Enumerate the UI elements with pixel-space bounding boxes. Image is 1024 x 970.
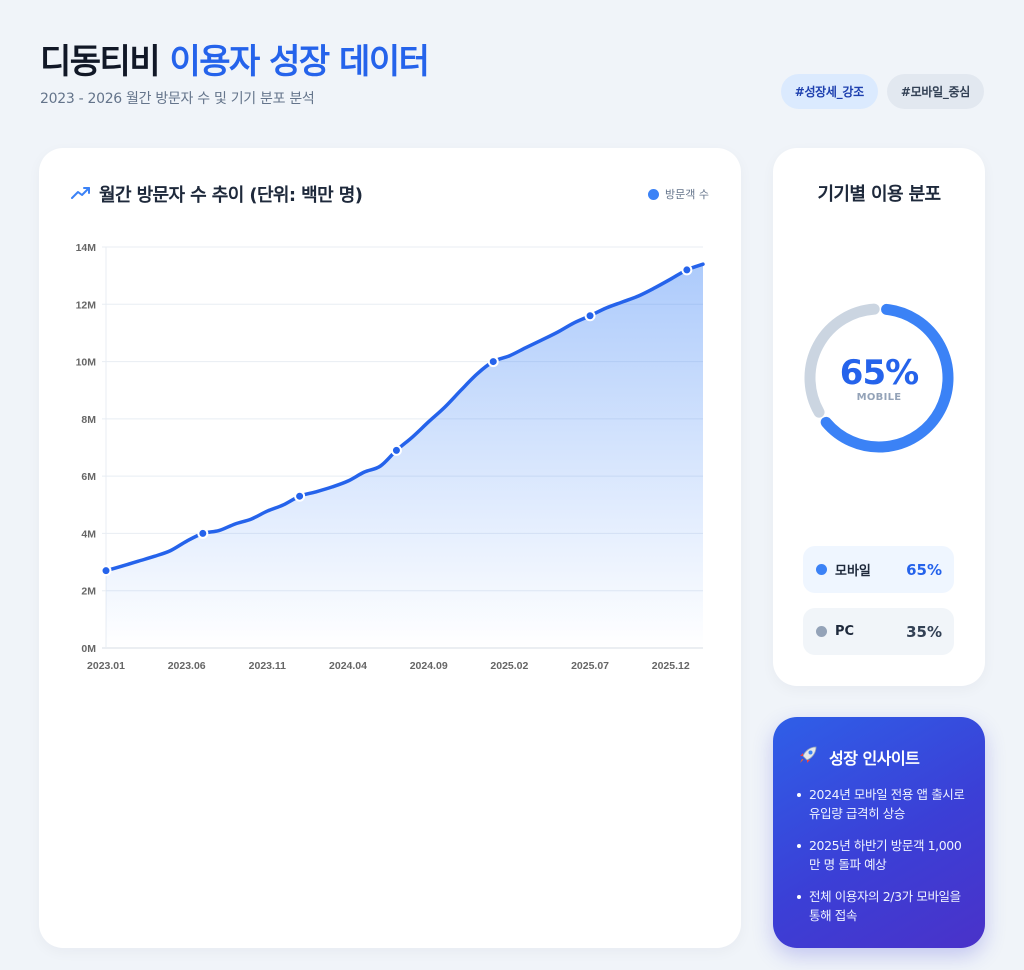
trending-up-icon <box>71 184 91 205</box>
y-tick-label: 10M <box>76 357 97 369</box>
pc-dot-icon <box>816 626 827 637</box>
insight-item: 2025년 하반기 방문객 1,000만 명 돌파 예상 <box>795 836 967 874</box>
donut-segment-mobile[interactable] <box>820 303 954 453</box>
x-tick-label: 2024.09 <box>410 660 448 672</box>
page-subtitle: 2023 - 2026 월간 방문자 수 및 기기 분포 분석 <box>40 91 315 107</box>
chart-title-text: 월간 방문자 수 추이 (단위: 백만 명) <box>99 185 363 206</box>
insight-list: 2024년 모바일 전용 앱 출시로 유입량 급격히 상승 2025년 하반기 … <box>795 785 967 938</box>
y-tick-label: 4M <box>81 528 96 540</box>
insight-title: 성장 인사이트 <box>797 744 920 770</box>
x-tick-label: 2024.04 <box>329 660 367 672</box>
donut-center-label: MOBILE <box>856 391 902 403</box>
insight-item: 전체 이용자의 2/3가 모바일을 통해 접속 <box>795 887 967 925</box>
visitor-trend-card: 월간 방문자 수 추이 (단위: 백만 명) 방문객 수 0M 2M 4M 6M 8M 1… <box>39 148 741 948</box>
x-tick-label: 2025.07 <box>571 660 609 672</box>
chart-title: 월간 방문자 수 추이 (단위: 백만 명) <box>71 181 363 207</box>
rocket-icon <box>797 744 819 770</box>
mobile-dot-icon <box>816 564 827 575</box>
data-point-marker[interactable] <box>294 490 306 502</box>
donut-segment-pc[interactable] <box>804 303 880 418</box>
visitor-area-chart[interactable]: 0M 2M 4M 6M 8M 10M 12M 14M 2023.01 2023.06 2023.11… <box>39 148 741 948</box>
data-point-marker[interactable] <box>100 565 112 577</box>
device-donut-chart[interactable] <box>801 300 957 456</box>
data-point-marker[interactable] <box>487 356 499 368</box>
donut-center: 65% MOBILE <box>801 300 957 456</box>
stat-pc[interactable]: PC 35% <box>803 608 954 655</box>
device-distribution-card: 기기별 이용 분포 65% MOBILE 모바일 65% PC 35% <box>773 148 985 686</box>
x-tick-label: 2025.02 <box>490 660 528 672</box>
x-tick-label: 2023.01 <box>87 660 125 672</box>
insight-title-text: 성장 인사이트 <box>829 749 920 768</box>
donut-center-value: 65% <box>839 352 919 393</box>
y-tick-label: 14M <box>76 242 97 254</box>
data-point-marker[interactable] <box>390 444 402 456</box>
x-tick-label: 2023.06 <box>168 660 206 672</box>
title-accent: 이용자 성장 데이터 <box>169 42 429 82</box>
device-card-title: 기기별 이용 분포 <box>817 184 941 205</box>
tag-group: #성장세_강조 #모바일_중심 <box>780 74 984 109</box>
y-tick-label: 12M <box>76 299 97 311</box>
legend-label: 방문객 수 <box>665 188 709 201</box>
stat-mobile-label: 모바일 <box>835 564 871 579</box>
stat-mobile[interactable]: 모바일 65% <box>803 546 954 593</box>
y-tick-label: 8M <box>81 414 96 426</box>
area-fill <box>106 264 703 648</box>
y-tick-label: 0M <box>81 643 96 655</box>
tag-mobile[interactable]: #모바일_중심 <box>886 74 984 109</box>
stat-pc-label: PC <box>835 624 855 639</box>
growth-insight-card: 성장 인사이트 2024년 모바일 전용 앱 출시로 유입량 급격히 상승 20… <box>773 717 985 948</box>
page-header: 디동티비 이용자 성장 데이터 2023 - 2026 월간 방문자 수 및 기… <box>40 40 430 108</box>
chart-legend[interactable]: 방문객 수 <box>648 186 709 202</box>
legend-dot-icon <box>648 188 660 200</box>
tag-growth[interactable]: #성장세_강조 <box>780 74 878 109</box>
stat-mobile-value: 65% <box>906 560 942 579</box>
page-title: 디동티비 이용자 성장 데이터 <box>40 40 430 84</box>
insight-item: 2024년 모바일 전용 앱 출시로 유입량 급격히 상승 <box>795 785 967 823</box>
title-brand: 디동티비 <box>40 42 161 82</box>
x-tick-label: 2025.12 <box>652 660 690 672</box>
data-point-marker[interactable] <box>584 310 596 322</box>
stat-pc-value: 35% <box>906 622 942 641</box>
x-tick-label: 2023.11 <box>249 660 287 672</box>
y-tick-label: 6M <box>81 471 96 483</box>
chart-header: 월간 방문자 수 추이 (단위: 백만 명) 방문객 수 <box>71 180 709 208</box>
data-point-marker[interactable] <box>681 264 693 276</box>
y-tick-label: 2M <box>81 586 96 598</box>
data-point-marker[interactable] <box>197 527 209 539</box>
